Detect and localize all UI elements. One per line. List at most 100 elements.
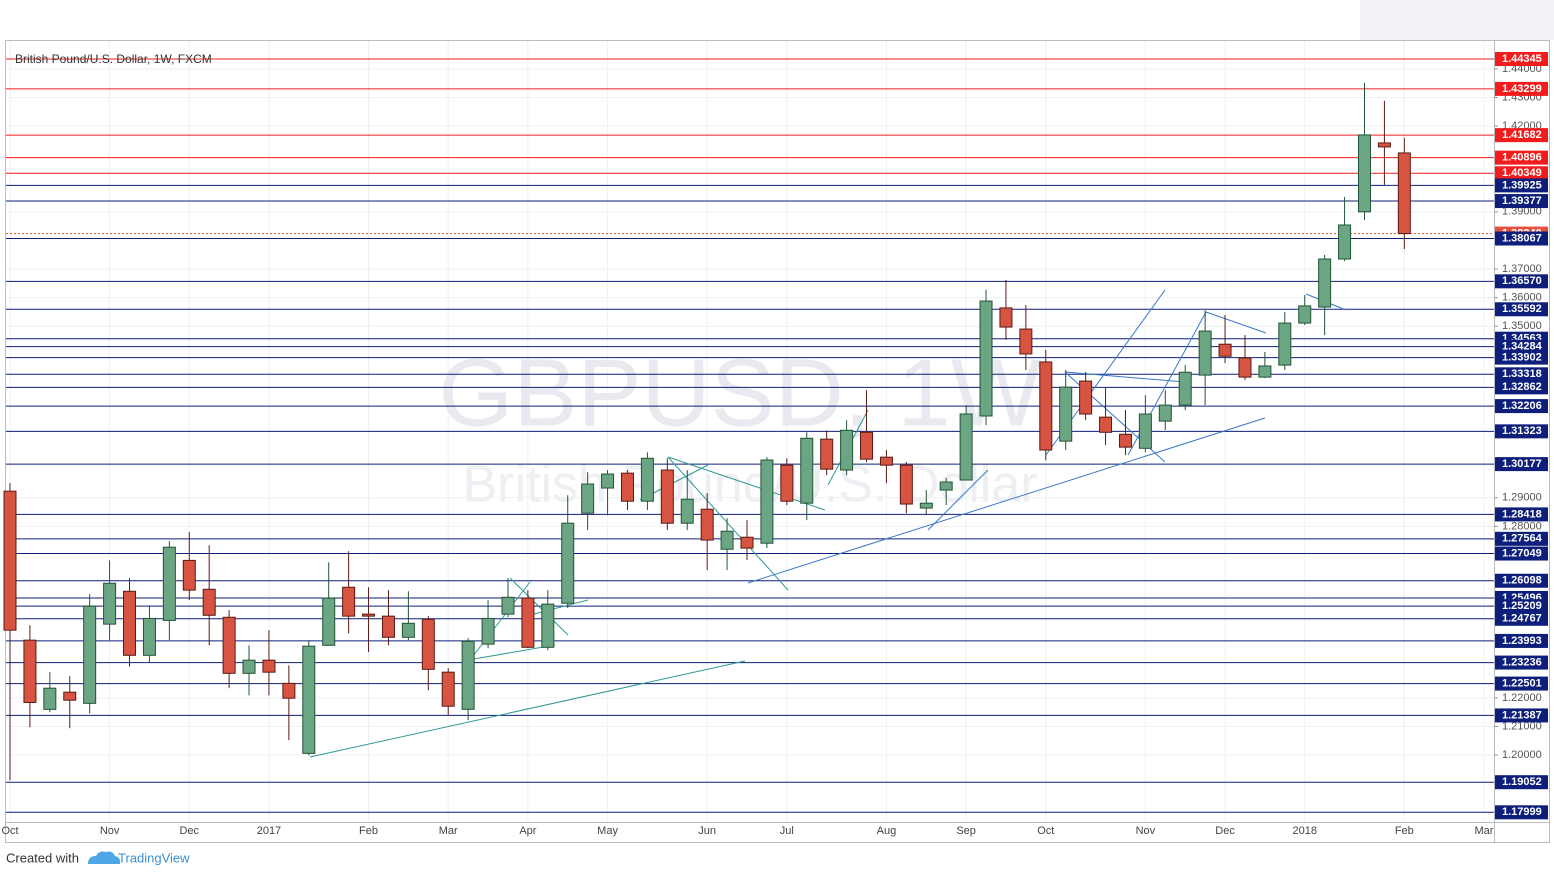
level-label: 1.17999 [1502,806,1542,818]
level-label: 1.40349 [1502,167,1542,179]
candle-body [740,536,754,549]
candle-body [800,437,814,504]
level-label-box [1495,457,1548,472]
candle-body [1298,305,1312,324]
candle-body [1218,343,1232,357]
level-label-box [1495,52,1548,67]
level-label: 1.39925 [1502,179,1542,191]
level-label: 1.21387 [1502,709,1542,721]
candle-body [3,490,17,631]
level-label-box [1495,274,1548,289]
candle-body [840,429,854,471]
candle-body [1158,404,1172,422]
y-tick-label: 1.39000 [1502,206,1542,218]
top-band [1360,0,1554,40]
level-label-box [1495,424,1548,439]
brand-name[interactable]: TradingView [118,850,190,865]
level-label-box [1495,231,1548,246]
candle-body [541,603,555,648]
level-label-box [1495,302,1548,317]
candle-body [879,456,893,466]
level-label-box [1495,128,1548,143]
level-label: 1.33902 [1502,352,1542,364]
candle-body [640,457,654,502]
level-label: 1.23236 [1502,656,1542,668]
candle-body [521,597,535,648]
candle-body [561,522,575,604]
candle-body [1198,330,1212,376]
brand-logo [88,851,121,864]
candle-body [262,659,276,673]
level-label: 1.23993 [1502,635,1542,647]
candle-body [43,687,57,710]
candles [3,82,1411,781]
candle-body [979,300,993,417]
x-tick-label: Dec [179,825,199,837]
x-tick-label: Dec [1215,825,1235,837]
y-tick-label: 1.36000 [1502,292,1542,304]
candle-body [1138,413,1152,449]
candle-body [302,645,316,754]
candle-body [1118,433,1132,448]
candle-body [501,596,515,615]
candle-body [23,639,37,703]
trend-line [309,660,746,758]
candle-body [919,502,933,509]
level-label-box [1495,775,1548,790]
trend-line [1064,371,1186,383]
candle-body [63,691,77,701]
level-label: 1.40896 [1502,152,1542,164]
x-tick-label: Jul [780,825,794,837]
level-label-box [1495,599,1548,614]
x-tick-label: 2018 [1292,825,1316,837]
trend-line [927,469,989,531]
level-label: 1.32862 [1502,381,1542,393]
candle-body [581,483,595,514]
candle-body [760,459,774,544]
candle-body [820,438,834,470]
candle-body [381,615,395,638]
x-tick-label: May [597,825,618,837]
candle-body [481,617,495,645]
trend-line [747,417,1266,584]
candle-body [939,481,953,491]
axes: 1.440001.430001.420001.390001.370001.360… [1,52,1548,837]
candle-body [601,473,615,489]
x-tick-label: Sep [956,825,976,837]
candle-body [182,559,196,591]
candle-body [620,472,634,502]
level-label: 1.24767 [1502,613,1542,625]
y-tick-label: 1.22000 [1502,692,1542,704]
candle-body [660,469,674,524]
level-label: 1.34284 [1502,341,1543,353]
x-tick-label: Jun [698,825,716,837]
level-label: 1.27049 [1502,547,1542,559]
candle-body [342,586,356,617]
x-tick-label: Aug [877,825,897,837]
x-tick-label: Nov [1136,825,1156,837]
level-label: 1.35592 [1502,303,1542,315]
level-label: 1.26098 [1502,575,1542,587]
candle-body [1357,134,1371,213]
candle-body [162,546,176,621]
level-label-box [1495,507,1548,522]
trend-line [667,456,826,511]
level-label-box [1495,399,1548,414]
levels [6,58,1494,813]
level-label-box [1495,611,1548,626]
candle-body [222,616,236,674]
trend-line [667,456,789,591]
trend-line [469,581,531,661]
candle-body [242,659,256,674]
level-label-box [1495,676,1548,691]
candle-body [1258,365,1272,378]
x-tick-label: Oct [1037,825,1054,837]
y-tick-label: 1.35000 [1502,320,1542,332]
candle-body [700,508,714,541]
level-label-box [1495,166,1548,181]
level-label: 1.43299 [1502,83,1542,95]
level-label-box [1495,531,1548,546]
level-label-box [1495,367,1548,382]
x-tick-label: Mar [439,825,458,837]
trend-line [1205,311,1267,334]
